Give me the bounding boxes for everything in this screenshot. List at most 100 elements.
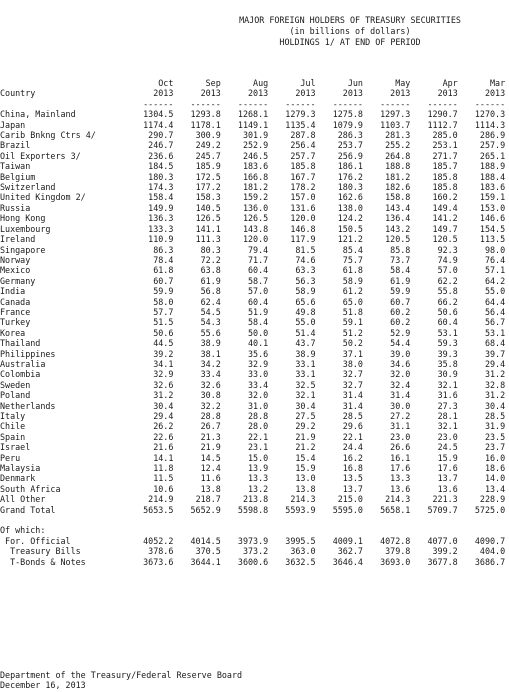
table-row: Luxembourg 133.3 141.1 143.8 146.8 150.5 143.2… — [0, 224, 505, 234]
holding-value: 363.0 — [290, 546, 316, 557]
holding-value: 35.8 — [437, 358, 458, 369]
holding-value: 31.1 — [390, 421, 411, 432]
holding-value: 31.9 — [484, 421, 506, 432]
holding-value: 35.6 — [248, 348, 269, 359]
holding-value: 73.7 — [390, 254, 411, 265]
holding-value: 136.3 — [148, 213, 174, 224]
holding-value: 373.2 — [242, 546, 269, 557]
table-row: Thailand 44.5 38.9 40.1 43.7 50.2 54.4 59.3 68.4 — [0, 338, 505, 348]
holding-value: 14.1 — [153, 452, 174, 463]
of-which-heading-row: Of which: — [0, 525, 505, 535]
country-name: Colombia — [0, 369, 41, 380]
holding-value: 117.9 — [290, 234, 316, 245]
holding-value: 30.4 — [153, 400, 174, 411]
holding-value: 30.8 — [200, 390, 221, 401]
of-which-section: Of which: — [0, 515, 505, 536]
holding-value: 72.2 — [200, 254, 221, 265]
holding-value: 3686.7 — [474, 556, 506, 567]
country-name: Poland — [0, 390, 31, 401]
holding-value: 32.2 — [200, 400, 221, 411]
holding-value: 15.4 — [295, 452, 316, 463]
holding-value: 33.0 — [248, 369, 269, 380]
header-rule-row: ------ ------ ------ ------ ------ -----… — [0, 99, 505, 109]
holding-value: 43.7 — [295, 338, 316, 349]
holding-value: 265.1 — [479, 150, 506, 161]
holding-value: 62.4 — [200, 296, 221, 307]
holding-value: 60.4 — [248, 265, 269, 276]
holding-value: 5725.0 — [474, 504, 506, 515]
holding-value: 287.8 — [290, 130, 316, 141]
holding-value: 32.9 — [248, 358, 269, 369]
country-name: Malaysia — [0, 463, 41, 474]
holding-value: 60.2 — [390, 306, 411, 317]
holding-value: 29.2 — [295, 421, 316, 432]
holding-value: 228.9 — [479, 494, 506, 505]
holding-value: 60.7 — [153, 275, 174, 286]
table-row: Spain 22.6 21.3 22.1 21.9 22.1 23.0 23.0 23.5 — [0, 432, 505, 442]
holding-value: 66.2 — [437, 296, 458, 307]
holding-value: 4014.5 — [190, 535, 221, 546]
holding-value: 281.3 — [385, 130, 411, 141]
holding-value: 50.2 — [342, 338, 363, 349]
holding-value: 28.8 — [200, 411, 221, 421]
column-year: 2013 — [484, 88, 506, 99]
table-row: Ireland 110.9 111.3 120.0 117.9 121.2 120.5 120… — [0, 234, 505, 244]
country-name: Australia — [0, 358, 46, 369]
holding-value: 188.8 — [385, 161, 411, 172]
holding-value: 30.0 — [390, 400, 411, 411]
country-name: Canada — [0, 296, 31, 307]
holding-value: 158.3 — [195, 192, 221, 203]
holding-value: 65.6 — [295, 296, 316, 307]
holding-value: 5595.0 — [332, 504, 363, 515]
holding-value: 1174.4 — [143, 119, 174, 130]
table-row: South Africa 10.6 13.8 13.2 13.8 13.7 13.6 13.6… — [0, 484, 505, 494]
holding-value: 16.8 — [342, 463, 363, 474]
country-name: France — [0, 306, 31, 317]
table-row: Korea 50.6 55.6 50.0 51.4 51.2 52.9 53.1 53.1 — [0, 328, 505, 338]
holding-value: 143.8 — [242, 223, 269, 234]
country-name: T-Bonds & Notes — [0, 556, 86, 567]
holding-value: 27.2 — [390, 411, 411, 421]
column-month: Jun — [347, 78, 363, 88]
holding-value: 160.2 — [432, 192, 458, 203]
holding-value: 181.2 — [385, 171, 411, 182]
table-row: Switzerland 174.3 177.2 181.2 178.2 180.3 182.… — [0, 182, 505, 192]
country-name: Norway — [0, 254, 31, 265]
holding-value: 54.5 — [200, 306, 221, 317]
holding-value: 378.6 — [148, 546, 174, 557]
holding-value: 85.4 — [342, 244, 363, 255]
holding-value: 21.9 — [200, 442, 221, 453]
holding-value: 3693.0 — [380, 556, 411, 567]
holding-value: 55.6 — [200, 327, 221, 338]
holding-value: 31.4 — [390, 390, 411, 401]
holding-value: 23.5 — [484, 431, 506, 442]
holding-value: 1112.7 — [427, 119, 458, 130]
holding-value: 55.8 — [437, 286, 458, 297]
holding-value: 63.3 — [295, 265, 316, 276]
table-row: Netherlands 30.4 32.2 31.0 30.4 31.4 30.0 27.3 3… — [0, 401, 505, 411]
holding-value: 146.8 — [290, 223, 316, 234]
holding-value: 38.0 — [342, 358, 363, 369]
holding-value: 51.4 — [295, 327, 316, 338]
holding-value: 60.2 — [390, 317, 411, 328]
holding-value: 38.9 — [295, 348, 316, 359]
holding-value: 253.1 — [432, 140, 458, 151]
holding-value: 32.5 — [295, 379, 316, 390]
holding-value: 18.6 — [484, 463, 506, 474]
holding-value: 1275.8 — [332, 109, 363, 120]
holding-value: 153.0 — [479, 202, 506, 213]
holding-value: 30.4 — [295, 400, 316, 411]
holding-value: 51.5 — [153, 317, 174, 328]
holding-value: 126.5 — [242, 213, 269, 224]
holding-value: 30.9 — [437, 369, 458, 380]
table-row: Sweden 32.6 32.6 33.4 32.5 32.7 32.4 32.1 32.8 — [0, 380, 505, 390]
holding-value: 32.4 — [390, 379, 411, 390]
holding-value: 56.7 — [484, 317, 506, 328]
release-date: December 16, 2013 — [0, 680, 86, 690]
header-rule: ------ — [332, 98, 363, 109]
holding-value: 85.8 — [390, 244, 411, 255]
holding-value: 140.5 — [195, 202, 221, 213]
holding-value: 34.2 — [200, 358, 221, 369]
country-name: Taiwan — [0, 161, 31, 172]
